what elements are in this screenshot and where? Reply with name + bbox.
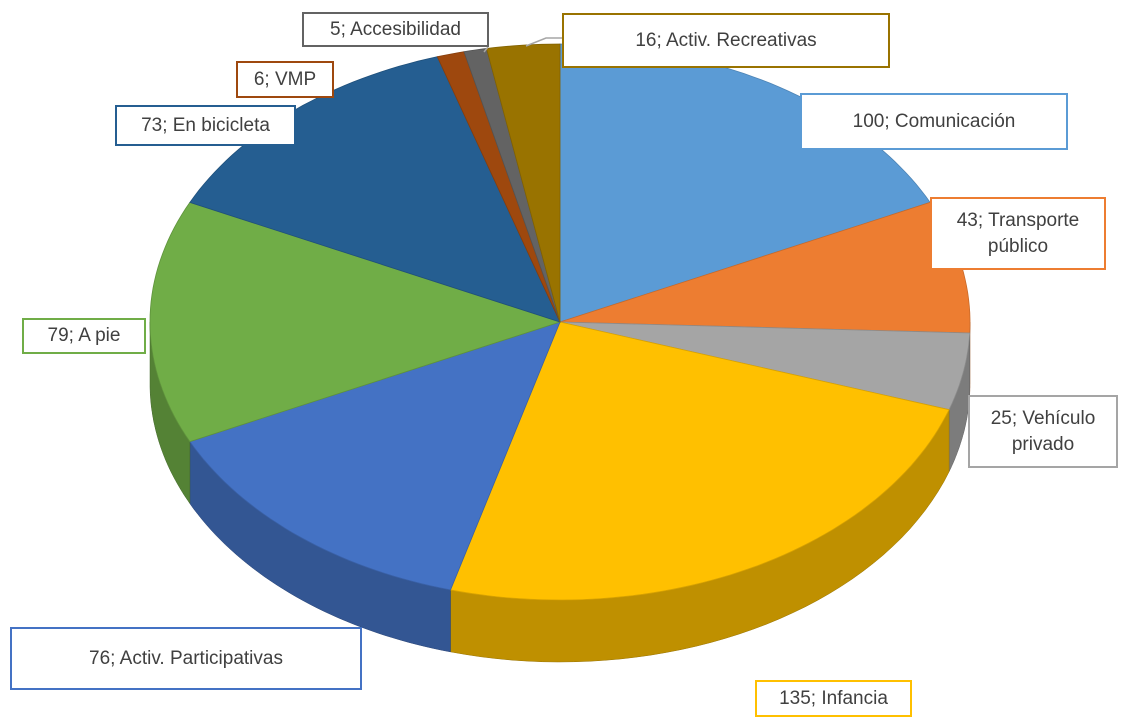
data-label: 25; Vehículo privado xyxy=(968,395,1118,468)
data-label: 135; Infancia xyxy=(755,680,912,717)
data-label: 73; En bicicleta xyxy=(115,105,296,146)
slice xyxy=(189,321,561,591)
slice xyxy=(559,321,971,411)
leader-line xyxy=(525,37,562,47)
data-label: 5; Accesibilidad xyxy=(302,12,489,47)
leader-line xyxy=(483,46,489,53)
slice xyxy=(449,321,950,601)
slice xyxy=(485,43,561,323)
data-label: 100; Comunicación xyxy=(800,93,1068,150)
data-label: 16; Activ. Recreativas xyxy=(562,13,890,68)
data-label: 79; A pie xyxy=(22,318,146,354)
data-label: 6; VMP xyxy=(236,61,334,98)
data-label: 43; Transporte público xyxy=(930,197,1106,270)
slice xyxy=(149,201,562,443)
data-label: 76; Activ. Participativas xyxy=(10,627,362,690)
